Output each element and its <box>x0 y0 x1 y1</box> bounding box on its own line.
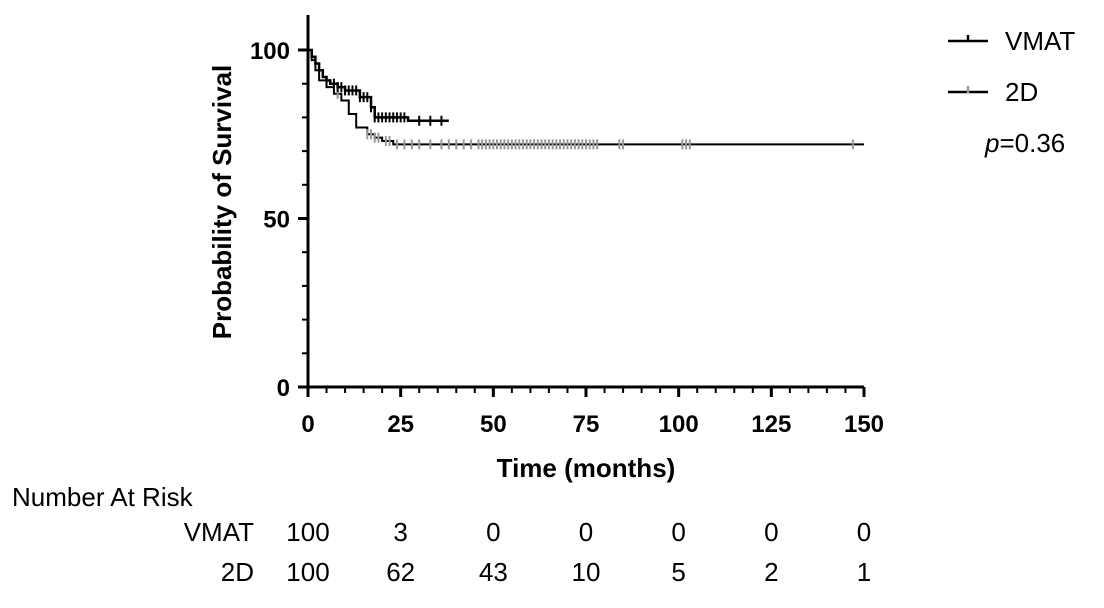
x-tick-label: 25 <box>387 411 414 438</box>
legend-label-vmat: VMAT <box>1005 26 1075 56</box>
x-tick-label: 75 <box>573 411 600 438</box>
risk-count-2d: 5 <box>671 557 686 587</box>
risk-table-title: Number At Risk <box>12 482 193 512</box>
y-tick-label: 50 <box>263 207 290 234</box>
legend: VMAT 2D <box>948 26 1075 107</box>
series-line-2d <box>308 49 864 146</box>
p-value-annotation: p=0.36 <box>985 128 1065 159</box>
y-tick-label: 100 <box>250 38 290 65</box>
risk-row-label-vmat: VMAT <box>183 517 254 547</box>
risk-row-label-2d: 2D <box>220 557 254 587</box>
y-tick-label: 0 <box>277 375 290 402</box>
risk-count-vmat: 3 <box>393 517 408 547</box>
risk-count-2d: 1 <box>856 557 872 587</box>
x-axis-title: Time (months) <box>497 453 676 483</box>
risk-count-2d: 2 <box>764 557 779 587</box>
x-tick-label: 125 <box>751 411 791 438</box>
risk-count-vmat: 0 <box>486 517 501 547</box>
p-value: =0.36 <box>999 128 1066 158</box>
series-line-vmat <box>308 48 449 123</box>
x-tick-label: 100 <box>659 411 699 438</box>
risk-count-vmat: 0 <box>764 517 779 547</box>
p-symbol: p <box>985 128 1000 158</box>
x-tick-label: 150 <box>844 411 884 438</box>
risk-count-2d: 10 <box>571 557 601 587</box>
risk-count-2d: 100 <box>286 557 330 587</box>
risk-count-vmat: 0 <box>578 517 594 547</box>
legend-label-2d: 2D <box>1005 77 1038 107</box>
risk-count-vmat: 0 <box>856 517 872 547</box>
risk-count-vmat: 0 <box>671 517 686 547</box>
risk-count-2d: 43 <box>478 557 508 587</box>
risk-count-vmat: 100 <box>286 517 330 547</box>
x-tick-label: 50 <box>480 411 507 438</box>
risk-count-2d: 62 <box>386 557 416 587</box>
series-layer <box>308 48 864 150</box>
axes: 0 50 100 0 25 50 75 100 125 150 Time (months) Proba… <box>207 15 884 483</box>
y-axis-title: Probability of Survival <box>207 65 237 340</box>
x-tick-label: 0 <box>301 411 314 438</box>
